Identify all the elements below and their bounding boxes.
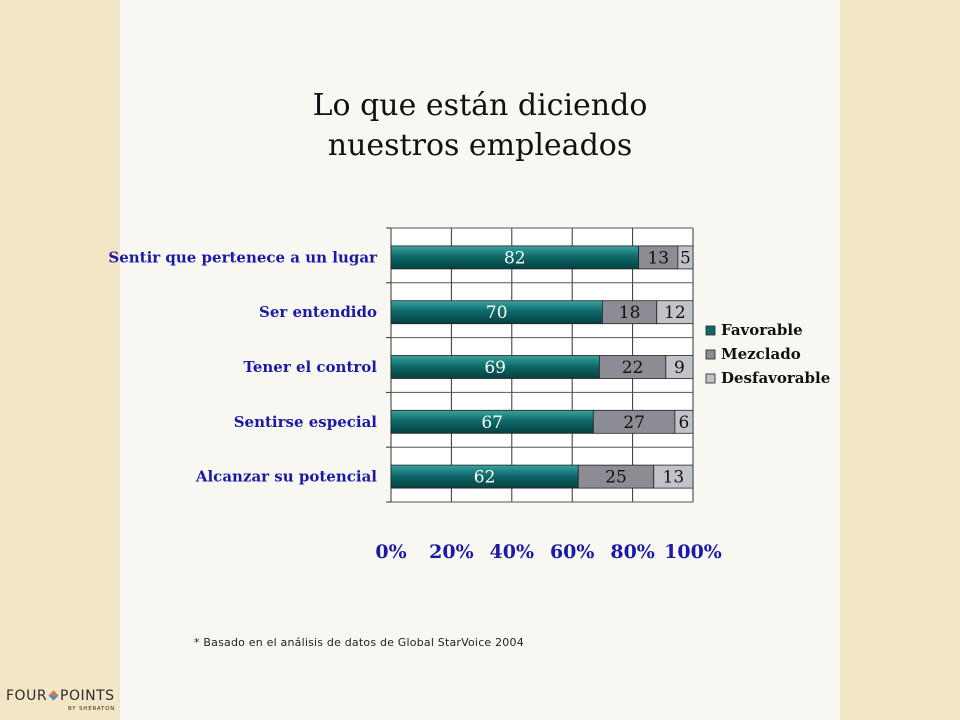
category-label-tener-el-control: Tener el control — [243, 358, 377, 376]
category-label-sentirse-especial: Sentirse especial — [234, 413, 378, 431]
legend-entry-desfavorable: Desfavorable — [721, 369, 830, 387]
x-tick-label: 0% — [375, 541, 406, 563]
legend-swatch-favorable — [705, 325, 716, 336]
four-points-logo: FOUR POINTS BY SHERATON — [6, 688, 118, 718]
bar-desfavorable-tener-el-control — [665, 355, 694, 379]
data-label-desfavorable-sentirse-especial: 6 — [679, 413, 690, 433]
x-tick-label: 60% — [550, 541, 595, 563]
data-label-favorable-alcanzar-su-potencial: 62 — [474, 468, 496, 488]
footnote: * Basado en el análisis de datos de Glob… — [194, 636, 524, 649]
data-label-desfavorable-alcanzar-su-potencial: 13 — [663, 468, 685, 488]
category-label-ser-entendido: Ser entendido — [259, 303, 377, 321]
slide-title: Lo que están diciendo nuestros empleados — [120, 86, 840, 166]
logo-text-points: POINTS — [60, 688, 115, 704]
data-label-desfavorable-ser-entendido: 12 — [664, 303, 686, 323]
logo-subtitle: BY SHERATON — [68, 706, 116, 712]
x-tick-label: 100% — [664, 541, 722, 563]
legend-entry-favorable: Favorable — [721, 321, 803, 339]
data-label-mezclado-ser-entendido: 18 — [619, 303, 641, 323]
bar-desfavorable-sentir-que-pertenece-a-un-lugar — [677, 245, 694, 270]
bar-desfavorable-sentirse-especial — [674, 409, 694, 434]
x-tick-label: 40% — [490, 541, 535, 563]
bar-desfavorable-ser-entendido — [656, 300, 694, 325]
data-label-favorable-sentirse-especial: 67 — [481, 413, 503, 433]
data-label-mezclado-tener-el-control: 22 — [622, 358, 644, 378]
title-line-1: Lo que están diciendo — [312, 88, 648, 123]
data-label-favorable-sentir-que-pertenece-a-un-lugar: 82 — [504, 248, 526, 268]
data-label-favorable-ser-entendido: 70 — [486, 303, 508, 323]
category-label-alcanzar-su-potencial: Alcanzar su potencial — [195, 468, 377, 486]
x-tick-label: 80% — [610, 541, 655, 563]
data-label-mezclado-sentir-que-pertenece-a-un-lugar: 13 — [647, 248, 669, 268]
logo-text-four: FOUR — [6, 688, 48, 704]
logo-mark-icon — [48, 690, 59, 701]
title-line-2: nuestros empleados — [327, 128, 633, 163]
bar-desfavorable-alcanzar-su-potencial — [653, 464, 694, 489]
data-label-mezclado-alcanzar-su-potencial: 25 — [605, 468, 627, 488]
legend-swatch-mezclado — [705, 349, 716, 360]
data-label-mezclado-sentirse-especial: 27 — [623, 413, 645, 433]
legend-entry-mezclado: Mezclado — [721, 345, 801, 363]
legend-swatch-desfavorable — [705, 373, 716, 384]
x-tick-label: 20% — [429, 541, 474, 563]
category-label-sentir-que-pertenece-a-un-lugar: Sentir que pertenece a un lugar — [108, 248, 378, 266]
data-label-desfavorable-tener-el-control: 9 — [674, 358, 685, 378]
data-label-desfavorable-sentir-que-pertenece-a-un-lugar: 5 — [680, 248, 691, 268]
data-label-favorable-tener-el-control: 69 — [484, 358, 506, 378]
